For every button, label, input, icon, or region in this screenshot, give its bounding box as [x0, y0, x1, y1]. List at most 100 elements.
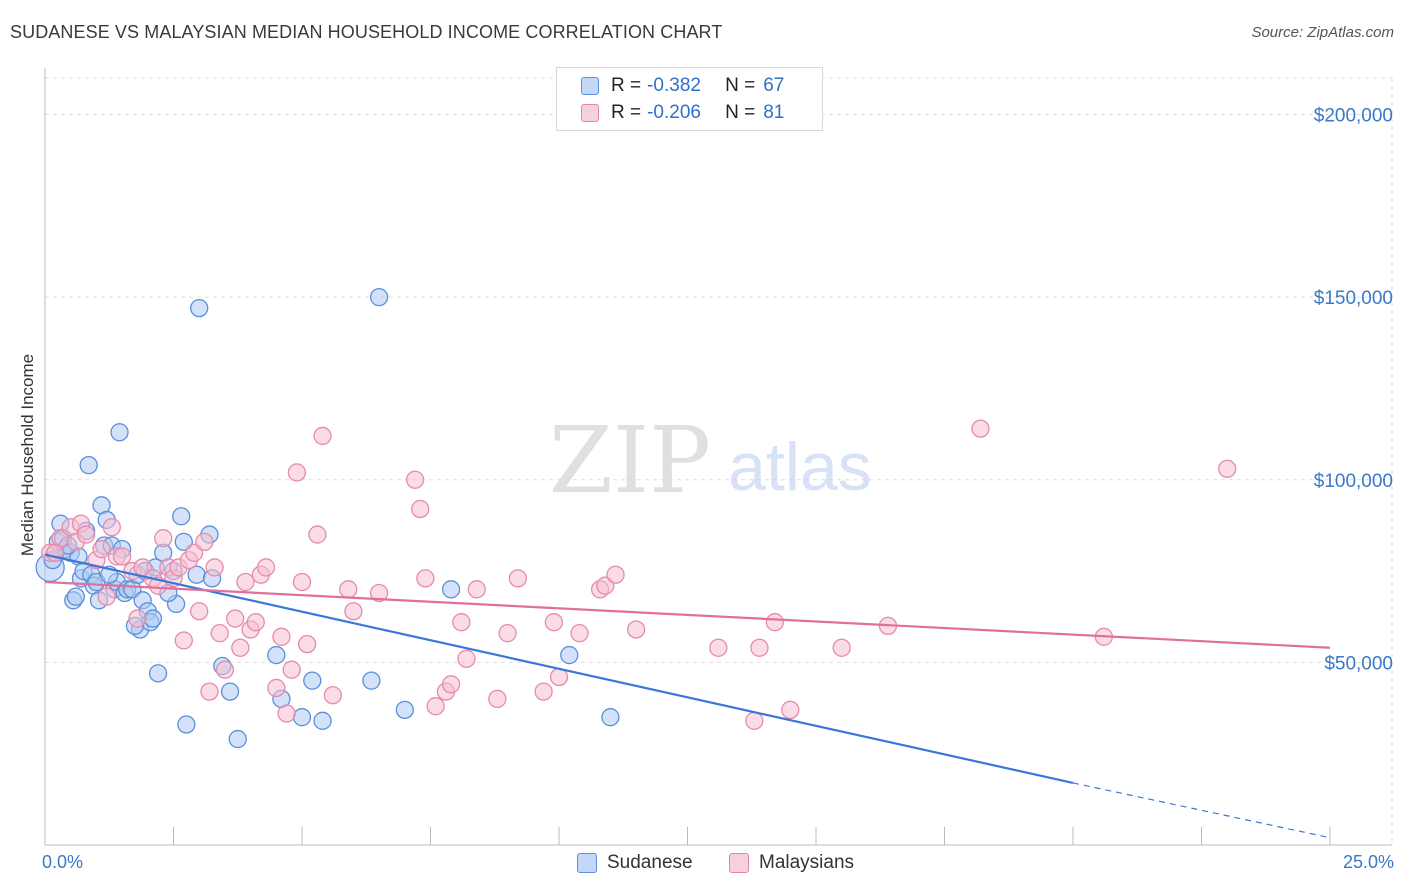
malaysian-point [426, 697, 445, 716]
malaysian-point [292, 572, 312, 592]
malaysian-point [606, 565, 625, 584]
malaysian-point [570, 624, 589, 643]
malaysian-point [452, 613, 471, 632]
watermark-atlas: atlas [728, 429, 872, 505]
malaysian-point [369, 583, 389, 603]
malaysian-point [416, 569, 435, 588]
data-points [35, 287, 1237, 749]
malaysian-point [267, 678, 286, 698]
sudanese-point [79, 456, 98, 475]
watermark: ZIP atlas [549, 407, 872, 514]
malaysian-point [215, 660, 235, 679]
grid-lines [45, 77, 1393, 845]
malaysian-point [971, 419, 990, 438]
legend-row-sudanese: R = -0.382 N = 67 [581, 74, 784, 98]
series-legend-malaysians[interactable]: Malaysians [729, 852, 854, 874]
malaysian-point [323, 686, 342, 705]
malaysian-point [832, 638, 851, 657]
malaysian-point [97, 587, 116, 606]
malaysian-point [190, 602, 209, 621]
sudanese-point [172, 507, 191, 526]
legend-n-value: 67 [763, 75, 785, 96]
malaysian-point [112, 547, 132, 566]
malaysian-point [128, 609, 147, 628]
sudanese-point [190, 298, 209, 318]
legend-r-value: -0.382 [647, 75, 701, 96]
sudanese-point [369, 287, 389, 307]
sudanese-point [228, 729, 247, 749]
malaysian-point [226, 609, 245, 628]
sudanese-swatch [577, 853, 597, 873]
malaysian-point [272, 627, 291, 646]
malaysian-point [282, 660, 301, 679]
malaysian-point [236, 572, 255, 592]
legend-r-label: R = [611, 75, 642, 96]
sudanese-trend-line [44, 553, 1074, 784]
sudanese-point [177, 715, 196, 734]
y-tick-label: $150,000 [1314, 288, 1393, 309]
malaysians-legend-label: Malaysians [759, 852, 855, 873]
malaysian-point [92, 540, 111, 559]
sudanese-point [110, 423, 129, 442]
malaysian-point [544, 613, 564, 632]
legend-n-value: 81 [763, 102, 785, 123]
malaysian-point [626, 620, 646, 639]
malaysian-point [313, 426, 332, 446]
y-tick-label: $200,000 [1314, 106, 1393, 127]
sudanese-legend-label: Sudanese [607, 852, 693, 873]
legend-r-label: R = [611, 102, 642, 123]
malaysian-point [195, 532, 214, 552]
malaysian-point [498, 624, 517, 643]
sudanese-point [601, 708, 620, 727]
legend-n-label: N = [725, 75, 756, 96]
malaysian-point [765, 613, 785, 632]
legend-swatch-blue [581, 77, 599, 95]
malaysian-point [457, 649, 476, 668]
malaysian-point [750, 638, 769, 657]
watermark-zip: ZIP [549, 407, 711, 514]
malaysian-point [174, 631, 193, 650]
malaysian-point [297, 634, 317, 654]
malaysian-point [508, 569, 528, 588]
malaysians-swatch [729, 853, 749, 873]
sudanese-point [220, 682, 240, 701]
malaysian-point [256, 558, 276, 577]
malaysian-point [287, 463, 307, 482]
chart-title: SUDANESE VS MALAYSIAN MEDIAN HOUSEHOLD I… [10, 22, 723, 42]
y-tick-labels: $50,000 $100,000 $150,000 $200,000 [1314, 106, 1393, 675]
y-tick-label: $50,000 [1324, 653, 1393, 674]
sudanese-point [143, 609, 163, 628]
x-tick-max: 25.0% [1342, 852, 1394, 872]
malaysian-point [231, 638, 250, 657]
series-legend-sudanese[interactable]: Sudanese [577, 852, 693, 874]
sudanese-point [395, 700, 414, 720]
malaysian-point [154, 529, 173, 548]
legend-n-label: N = [725, 102, 756, 123]
malaysian-point [745, 711, 764, 730]
y-tick-label: $100,000 [1314, 471, 1393, 492]
axes [44, 68, 1392, 846]
malaysian-point [200, 682, 219, 701]
malaysian-point [781, 700, 800, 720]
sudanese-point [292, 708, 312, 727]
malaysian-point [102, 518, 121, 537]
malaysian-point [344, 602, 363, 621]
sudanese-point [303, 671, 322, 690]
malaysian-point [709, 638, 728, 657]
series-legend: Sudanese Malaysians [0, 852, 1406, 878]
malaysian-point [246, 613, 265, 632]
sudanese-point [560, 645, 579, 665]
sudanese-point [148, 664, 168, 683]
malaysian-point [534, 682, 553, 701]
malaysian-point [210, 624, 229, 643]
malaysian-point [205, 558, 224, 577]
malaysian-trend-line [44, 580, 1331, 649]
legend-row-malaysians: R = -0.206 N = 81 [581, 101, 784, 125]
source-label: Source: ZipAtlas.com [1251, 24, 1394, 41]
correlation-legend: R = -0.382 N = 67 R = -0.206 N = 81 [556, 67, 823, 131]
sudanese-point [313, 711, 332, 730]
malaysian-point [339, 580, 358, 599]
x-tick-min: 0.0% [42, 852, 84, 872]
malaysian-point [441, 675, 461, 694]
malaysian-point [467, 580, 486, 599]
